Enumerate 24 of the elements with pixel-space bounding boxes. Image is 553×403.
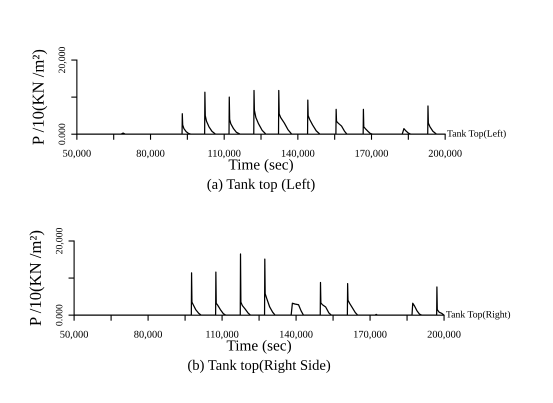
text: (b) Tank top(Right Side) xyxy=(188,360,330,373)
x-tick-label: 80,000 xyxy=(134,330,162,340)
x-tick-label: 110,000 xyxy=(206,330,238,340)
text: Tank Top(Left) xyxy=(447,130,506,139)
y-axis-title: P /10(KN /m²) xyxy=(29,230,44,326)
y-axis-title: P /10(KN /m²) xyxy=(32,50,48,145)
y-tick-label: 20,000 xyxy=(56,228,64,254)
x-axis-title: Time (sec) xyxy=(228,158,293,173)
x-tick-label: 200,000 xyxy=(428,330,461,340)
text: (a) Tank top (Left) xyxy=(207,178,315,192)
x-tick-label: 200,000 xyxy=(428,150,462,158)
x-tick-label: 170,000 xyxy=(355,150,388,158)
x-tick-label: 140,000 xyxy=(282,150,314,158)
y-tick-label: 0.000 xyxy=(56,304,62,326)
text: Tank Top(Right) xyxy=(446,310,510,320)
x-tick-label: 170,000 xyxy=(354,330,387,340)
y-tick-label: 0.000 xyxy=(58,124,66,145)
x-tick-label: 140,000 xyxy=(280,330,313,340)
x-tick-label: 50,000 xyxy=(60,330,88,340)
x-tick-label: 80,000 xyxy=(136,150,164,158)
y-tick-label: 20,000 xyxy=(58,47,67,73)
x-tick-label: 110,000 xyxy=(208,150,241,158)
x-tick-label: 50,000 xyxy=(63,150,91,158)
x-axis-title: Time (sec) xyxy=(226,340,292,354)
